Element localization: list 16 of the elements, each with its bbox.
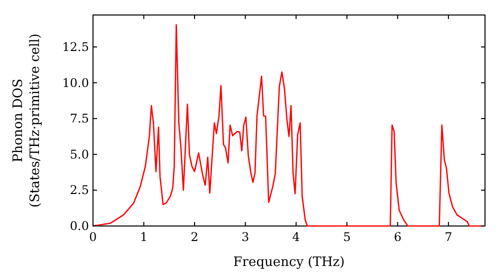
x-tick-label: 7 <box>444 230 452 244</box>
y-tick-label: 12.5 <box>62 40 89 54</box>
y-tick-label: 7.5 <box>70 112 89 126</box>
y-tick-label: 2.5 <box>70 183 89 198</box>
x-tick-label: 6 <box>394 230 402 244</box>
x-tick-label: 3 <box>242 230 250 244</box>
x-tick-label: 4 <box>292 230 300 244</box>
x-tick-label: 0 <box>89 230 97 244</box>
x-axis-title: Frequency (THz) <box>233 255 345 270</box>
y-axis-title: Phonon DOS (States/THz·primitive cell) <box>11 33 43 208</box>
x-tick-label: 5 <box>343 230 351 244</box>
y-tick-label: 5.0 <box>70 147 89 162</box>
y-tick-label: 0.0 <box>70 219 89 233</box>
y-tick-label: 10.0 <box>62 76 89 90</box>
x-tick-label: 1 <box>140 230 148 244</box>
x-tick-label: 2 <box>190 230 198 244</box>
